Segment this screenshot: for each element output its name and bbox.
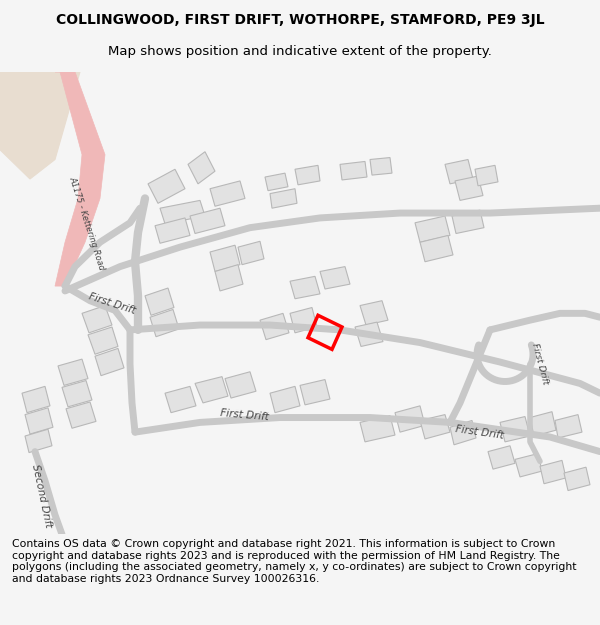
Polygon shape	[488, 446, 515, 469]
Polygon shape	[420, 236, 453, 262]
Polygon shape	[295, 166, 320, 185]
Polygon shape	[530, 412, 556, 436]
Polygon shape	[58, 359, 88, 386]
Text: First Drift: First Drift	[220, 409, 270, 422]
Polygon shape	[420, 414, 450, 439]
Polygon shape	[148, 169, 185, 203]
Polygon shape	[238, 241, 264, 264]
Polygon shape	[555, 414, 582, 438]
Polygon shape	[190, 208, 225, 234]
Polygon shape	[260, 313, 289, 339]
Polygon shape	[188, 152, 215, 184]
Polygon shape	[210, 181, 245, 206]
Polygon shape	[340, 161, 367, 180]
Polygon shape	[515, 454, 542, 477]
Text: A1175 - Kettering Road: A1175 - Kettering Road	[68, 175, 106, 271]
Polygon shape	[25, 408, 53, 434]
Polygon shape	[370, 158, 392, 175]
Polygon shape	[160, 201, 205, 224]
Polygon shape	[452, 210, 484, 234]
Polygon shape	[62, 381, 92, 407]
Polygon shape	[270, 189, 297, 208]
Polygon shape	[165, 386, 196, 412]
Polygon shape	[95, 348, 124, 376]
Text: First Drift: First Drift	[455, 424, 505, 441]
Polygon shape	[155, 218, 190, 243]
Polygon shape	[320, 267, 350, 289]
Text: First Drift: First Drift	[87, 291, 137, 316]
Polygon shape	[150, 309, 179, 337]
Polygon shape	[395, 406, 425, 432]
Text: Contains OS data © Crown copyright and database right 2021. This information is : Contains OS data © Crown copyright and d…	[12, 539, 577, 584]
Polygon shape	[290, 308, 317, 333]
Polygon shape	[66, 402, 96, 428]
Polygon shape	[455, 176, 483, 201]
Polygon shape	[25, 429, 52, 452]
Polygon shape	[355, 322, 383, 346]
Polygon shape	[500, 416, 530, 442]
Polygon shape	[55, 72, 105, 286]
Text: First Drift: First Drift	[530, 342, 550, 386]
Polygon shape	[360, 416, 395, 442]
Polygon shape	[195, 377, 228, 403]
Polygon shape	[210, 245, 240, 271]
Polygon shape	[215, 264, 243, 291]
Polygon shape	[88, 327, 118, 354]
Polygon shape	[82, 306, 112, 333]
Polygon shape	[22, 386, 50, 412]
Polygon shape	[564, 468, 590, 491]
Text: Map shows position and indicative extent of the property.: Map shows position and indicative extent…	[108, 45, 492, 58]
Polygon shape	[415, 216, 450, 242]
Text: COLLINGWOOD, FIRST DRIFT, WOTHORPE, STAMFORD, PE9 3JL: COLLINGWOOD, FIRST DRIFT, WOTHORPE, STAM…	[56, 13, 544, 27]
Polygon shape	[290, 276, 320, 299]
Polygon shape	[445, 159, 473, 184]
Polygon shape	[225, 372, 256, 398]
Polygon shape	[145, 288, 174, 315]
Polygon shape	[450, 421, 476, 445]
Text: Second Drift: Second Drift	[31, 463, 53, 528]
Polygon shape	[0, 72, 80, 179]
Polygon shape	[540, 461, 566, 484]
Polygon shape	[475, 166, 498, 186]
Polygon shape	[270, 386, 300, 412]
Polygon shape	[360, 301, 388, 325]
Polygon shape	[300, 379, 330, 405]
Polygon shape	[265, 173, 288, 191]
